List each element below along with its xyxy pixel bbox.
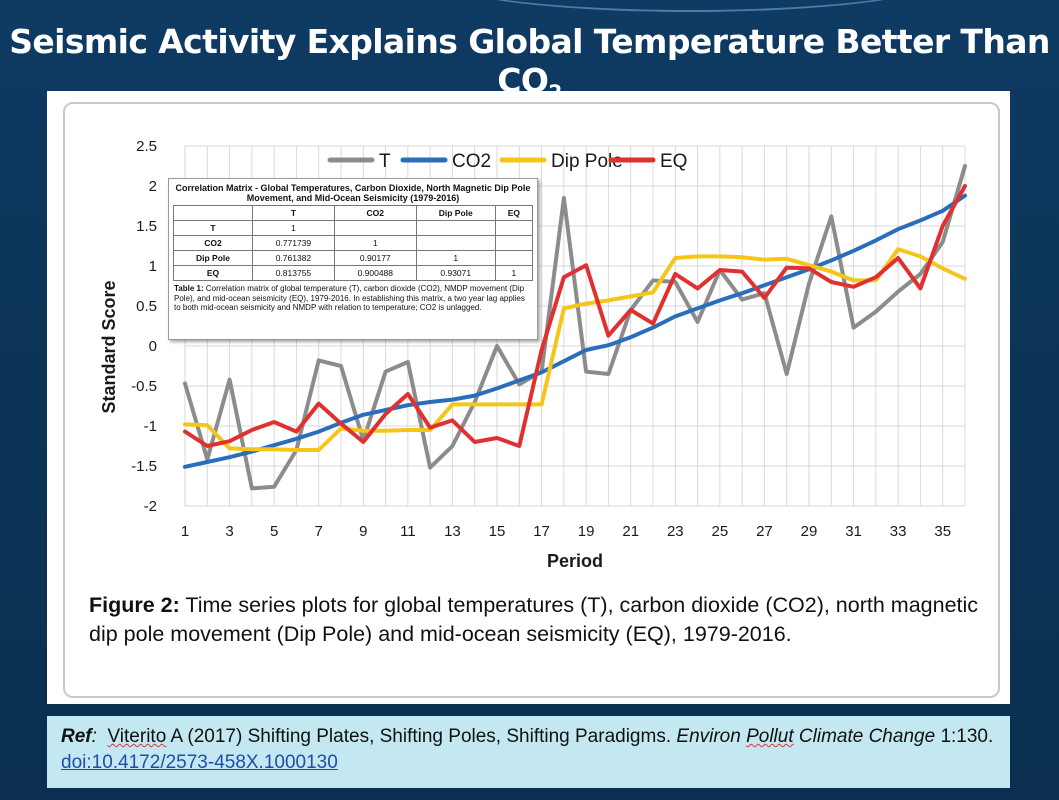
table-header-cell xyxy=(173,205,253,221)
x-tick-label: 19 xyxy=(578,523,595,540)
x-tick-label: 13 xyxy=(444,523,461,540)
y-axis-label: Standard Score xyxy=(99,280,119,413)
legend-label: Dip Pole xyxy=(551,151,623,172)
figure-caption-label: Figure 2: xyxy=(89,593,180,617)
figure-caption: Figure 2: Time series plots for global t… xyxy=(89,591,989,649)
y-tick-label: 0.5 xyxy=(136,298,157,315)
table-cell xyxy=(333,220,417,236)
legend-label: EQ xyxy=(660,151,687,172)
table-cell: 0.90177 xyxy=(333,250,417,266)
reference-text: A (2017) Shifting Plates, Shifting Poles… xyxy=(170,726,672,747)
table-cell: 1 xyxy=(415,250,496,266)
legend-label: T xyxy=(379,151,391,172)
series-line-dip-pole xyxy=(183,247,967,452)
y-tick-label: -0.5 xyxy=(131,378,157,395)
figure-panel: 2.5 2 1.5 1 0.5 0 -0.5 -1 -1.5 -2 1 3 5 7 9 11 13 15 17 19 2… xyxy=(47,91,1010,704)
reference-label: Ref xyxy=(61,726,92,747)
y-tick-label: 0 xyxy=(149,338,157,355)
reference-journal-word1: Environ xyxy=(676,726,741,747)
table-cell xyxy=(415,235,496,251)
x-tick-label: 23 xyxy=(667,523,684,540)
series-line-co2 xyxy=(183,193,967,469)
table-cell xyxy=(415,220,496,236)
correlation-matrix-caption: Table 1: Correlation matrix of global te… xyxy=(174,284,525,312)
table-cell: 1 xyxy=(252,220,335,236)
correlation-matrix-table: T CO2 Dip Pole EQ T 1 CO2 0.771739 1 Dip Pole 0.7… xyxy=(173,205,534,281)
series-line-eq xyxy=(183,184,967,448)
x-axis-label: Period xyxy=(547,551,603,571)
table-header-cell: CO2 xyxy=(333,205,417,221)
table-row-header: EQ xyxy=(173,265,253,281)
correlation-matrix-title: Correlation Matrix - Global Temperatures… xyxy=(175,183,531,203)
table-row-header: CO2 xyxy=(173,235,253,251)
x-tick-label: 25 xyxy=(712,523,729,540)
figure-caption-text: Time series plots for global temperature… xyxy=(89,593,979,646)
table-header-cell: EQ xyxy=(494,205,534,221)
y-tick-label: 1.5 xyxy=(136,218,157,235)
legend-label: CO2 xyxy=(452,151,491,172)
table-cell: 0.813755 xyxy=(252,265,335,281)
y-tick-label: -1.5 xyxy=(131,458,157,475)
line-chart: 2.521.510.50-0.5-1-1.5-21 3 5 7 9 11 13 15 17 19 2… xyxy=(99,138,967,571)
decorative-arc xyxy=(430,0,950,12)
doi-link[interactable]: doi:10.4172/2573-458X.1000130 xyxy=(61,752,338,773)
x-tick-label: 15 xyxy=(489,523,506,540)
table-cell: 0.900488 xyxy=(333,265,417,281)
table-cell xyxy=(494,250,534,266)
figure-frame xyxy=(63,102,1000,698)
y-tick-label: 2 xyxy=(149,178,157,195)
reference-volume: 1:130. xyxy=(940,726,994,747)
table-header-cell: Dip Pole xyxy=(415,205,496,221)
reference-journal-word2: Pollut xyxy=(746,726,794,747)
y-tick-label: -1 xyxy=(144,418,157,435)
y-tick-label: -2 xyxy=(144,498,157,515)
slide-title: Seismic Activity Explains Global Tempera… xyxy=(9,22,1050,105)
x-tick-label: 17 xyxy=(533,523,550,540)
x-tick-label: 29 xyxy=(801,523,818,540)
table-row: Dip Pole 0.761382 0.90177 1 xyxy=(173,250,534,266)
x-tick-label: 7 xyxy=(315,523,323,540)
x-tick-label: 3 xyxy=(225,523,233,540)
table-row-header: T xyxy=(173,220,253,236)
series-line-t xyxy=(183,164,967,491)
y-tick-label: 1 xyxy=(149,258,157,275)
table-cell xyxy=(494,235,534,251)
reference-journal-rest: Climate Change xyxy=(798,726,936,747)
x-tick-label: 21 xyxy=(622,523,639,540)
table-cell: 0.771739 xyxy=(252,235,335,251)
correlation-matrix-box: Correlation Matrix - Global Temperatures… xyxy=(168,178,538,340)
table-row-header: Dip Pole xyxy=(173,250,253,266)
table-header-cell: T xyxy=(252,205,335,221)
x-tick-label: 9 xyxy=(359,523,367,540)
reference-box: Ref: Viterito A (2017) Shifting Plates, … xyxy=(47,716,1010,788)
x-tick-label: 5 xyxy=(270,523,278,540)
x-tick-label: 1 xyxy=(181,523,189,540)
reference-author: Viterito xyxy=(107,726,167,747)
x-tick-label: 33 xyxy=(890,523,907,540)
table-cell: 0.93071 xyxy=(415,265,496,281)
table-row: EQ 0.813755 0.900488 0.93071 1 xyxy=(173,265,534,281)
table-cell xyxy=(494,220,534,236)
y-tick-label: 2.5 xyxy=(136,138,157,155)
x-tick-label: 27 xyxy=(756,523,773,540)
x-tick-label: 11 xyxy=(400,523,416,540)
table-cell: 1 xyxy=(333,235,417,251)
table-cell: 1 xyxy=(494,265,534,281)
table-row: CO2 0.771739 1 xyxy=(173,235,534,251)
table-header-row: T CO2 Dip Pole EQ xyxy=(173,205,534,221)
x-tick-label: 35 xyxy=(934,523,951,540)
x-tick-label: 31 xyxy=(845,523,862,540)
table-cell: 0.761382 xyxy=(252,250,335,266)
